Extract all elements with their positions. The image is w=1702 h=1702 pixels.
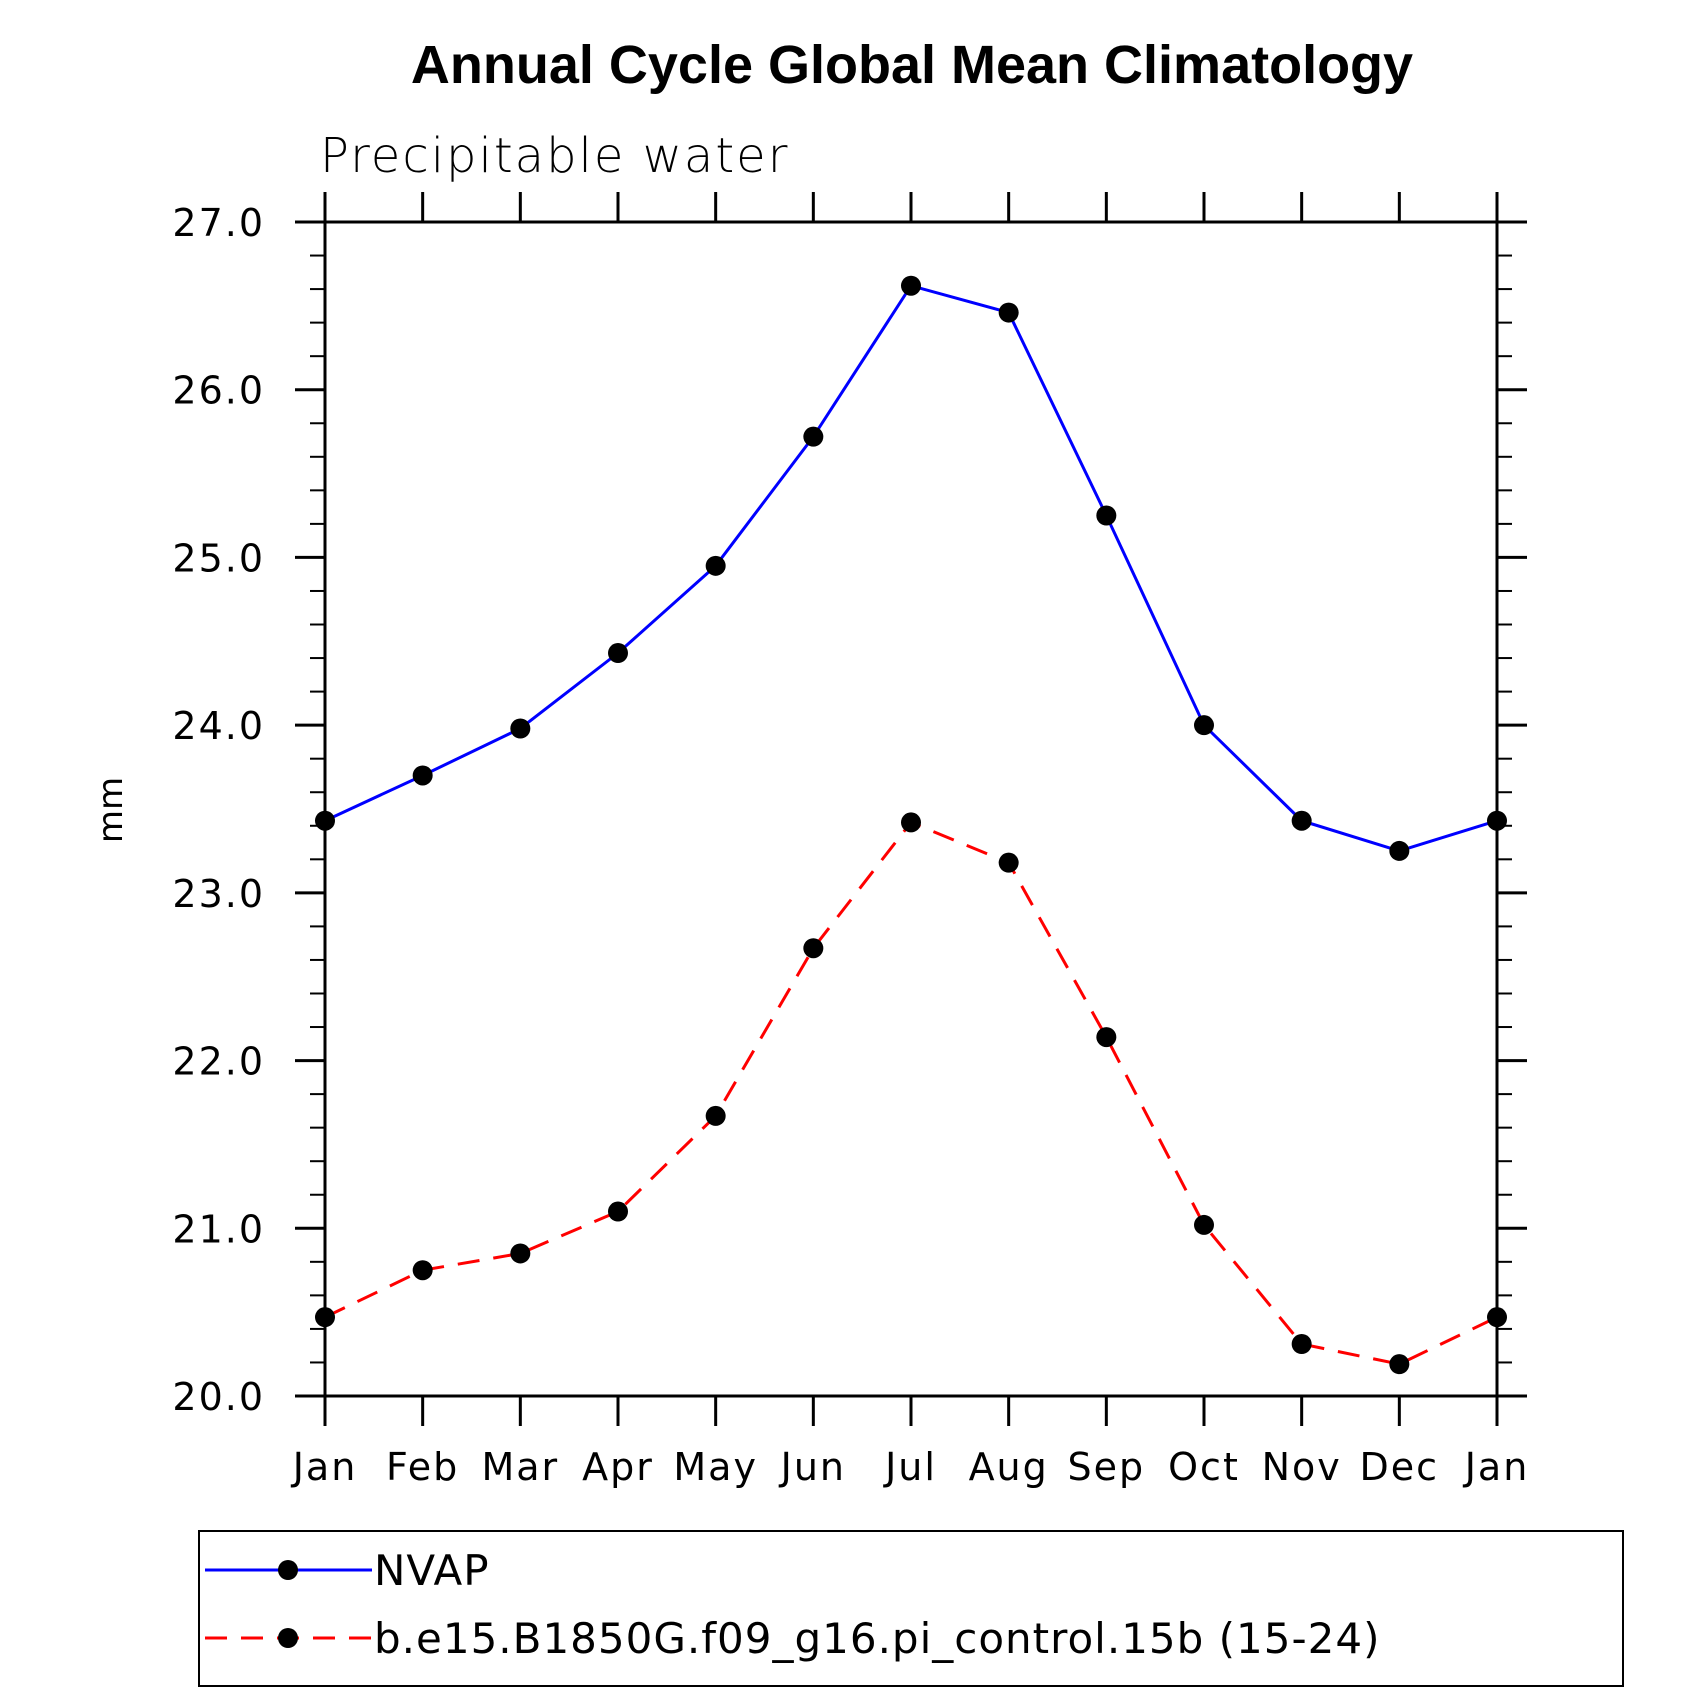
data-point bbox=[412, 765, 433, 786]
data-point bbox=[1389, 840, 1410, 861]
y-tick-label: 22.0 bbox=[172, 1040, 265, 1084]
y-tick-label: 20.0 bbox=[172, 1375, 265, 1419]
series-line-1 bbox=[324, 820, 1498, 1366]
data-point bbox=[803, 426, 824, 447]
data-point bbox=[998, 302, 1019, 323]
data-point bbox=[510, 718, 531, 739]
data-point bbox=[1096, 505, 1117, 526]
y-axis-label: mm bbox=[91, 777, 131, 843]
data-point bbox=[1291, 1334, 1312, 1355]
x-tick-label: Feb bbox=[386, 1445, 459, 1489]
series-line-0 bbox=[324, 283, 1498, 853]
data-point bbox=[1389, 1354, 1410, 1375]
x-tick-label: Dec bbox=[1360, 1445, 1440, 1489]
x-tick-label: Sep bbox=[1068, 1445, 1146, 1489]
legend: NVAP b.e15.B1850G.f09_g16.pi_control.15b … bbox=[198, 1530, 1624, 1687]
chart-title: Annual Cycle Global Mean Climatology bbox=[411, 35, 1413, 95]
x-tick-label: Nov bbox=[1262, 1445, 1342, 1489]
x-tick-label: Jan bbox=[1463, 1445, 1530, 1489]
x-tick-label: Jul bbox=[883, 1445, 937, 1489]
y-tick-label: 26.0 bbox=[172, 369, 265, 413]
y-tick-label: 21.0 bbox=[172, 1207, 265, 1251]
data-point bbox=[1291, 810, 1312, 831]
data-point bbox=[901, 275, 921, 296]
legend-box bbox=[198, 1530, 1624, 1687]
series-layer bbox=[315, 275, 1507, 1375]
x-tick-label: Oct bbox=[1168, 1445, 1240, 1489]
x-tick-label: Apr bbox=[582, 1445, 654, 1489]
data-point bbox=[1194, 1214, 1214, 1235]
data-point bbox=[705, 555, 726, 576]
x-tick-label: Jan bbox=[291, 1445, 358, 1489]
data-point bbox=[1096, 1027, 1117, 1048]
legend-label-1: b.e15.B1850G.f09_g16.pi_control.15b (15-… bbox=[374, 1614, 1380, 1663]
data-point bbox=[803, 938, 824, 959]
y-tick-label: 25.0 bbox=[172, 536, 265, 580]
data-point bbox=[608, 1201, 628, 1222]
data-point bbox=[1194, 715, 1214, 736]
data-point bbox=[998, 852, 1019, 873]
y-tick-label: 27.0 bbox=[172, 201, 265, 245]
x-tick-label: Jun bbox=[779, 1445, 846, 1489]
legend-marker-0 bbox=[278, 1560, 298, 1580]
x-tick-label: May bbox=[673, 1445, 758, 1489]
axis-ticks: Jan Feb Mar Apr May Jun Jul Aug Sep Oct Nov Dec Jan 2… bbox=[172, 192, 1530, 1489]
y-tick-label: 23.0 bbox=[172, 872, 265, 916]
data-point bbox=[901, 812, 921, 833]
x-tick-label: Mar bbox=[481, 1445, 559, 1489]
data-point bbox=[510, 1243, 531, 1264]
data-point bbox=[412, 1260, 433, 1281]
plot-frame bbox=[323, 220, 1499, 1398]
x-tick-label: Aug bbox=[969, 1445, 1049, 1489]
chart-subtitle: Precipitable water bbox=[320, 128, 789, 184]
y-tick-label: 24.0 bbox=[172, 704, 265, 748]
data-point bbox=[608, 643, 628, 664]
legend-marker-1 bbox=[278, 1628, 298, 1648]
data-point bbox=[705, 1105, 726, 1126]
legend-label-0: NVAP bbox=[374, 1546, 490, 1595]
